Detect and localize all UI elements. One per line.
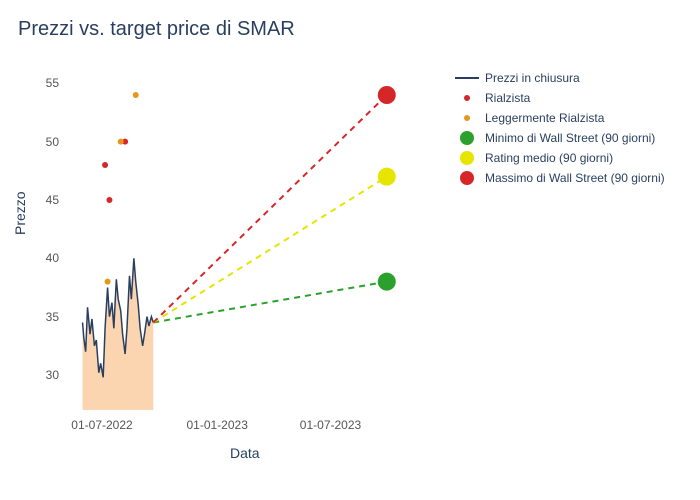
legend-swatch-dot bbox=[455, 131, 479, 145]
chart-container: Prezzi vs. target price di SMAR Prezzo D… bbox=[0, 0, 700, 500]
projection-marker-max bbox=[378, 86, 396, 104]
x-tick: 01-07-2023 bbox=[300, 418, 361, 432]
y-tick: 30 bbox=[46, 368, 59, 382]
analyst-point-legg_rialzista bbox=[118, 139, 124, 145]
plot-area bbox=[65, 60, 445, 410]
legend-item: Massimo di Wall Street (90 giorni) bbox=[455, 168, 665, 188]
legend-label: Rialzista bbox=[485, 91, 530, 105]
legend: Prezzi in chiusura Rialzista Leggermente R… bbox=[455, 68, 665, 188]
legend-swatch-dot bbox=[455, 151, 479, 165]
x-tick: 01-07-2022 bbox=[71, 418, 132, 432]
y-axis-label: Prezzo bbox=[12, 191, 28, 235]
y-tick: 40 bbox=[46, 251, 59, 265]
projection-marker-min bbox=[378, 273, 396, 291]
legend-swatch-dot bbox=[455, 95, 479, 101]
legend-item: Rating medio (90 giorni) bbox=[455, 148, 665, 168]
y-tick: 45 bbox=[46, 193, 59, 207]
legend-label: Minimo di Wall Street (90 giorni) bbox=[485, 131, 655, 145]
legend-item: Minimo di Wall Street (90 giorni) bbox=[455, 128, 665, 148]
x-axis-label: Data bbox=[230, 445, 260, 461]
y-tick: 55 bbox=[46, 76, 59, 90]
legend-swatch-dot bbox=[455, 171, 479, 185]
legend-item: Prezzi in chiusura bbox=[455, 68, 665, 88]
legend-swatch-line bbox=[455, 77, 479, 79]
legend-label: Prezzi in chiusura bbox=[485, 71, 580, 85]
analyst-point-legg_rialzista bbox=[105, 279, 111, 285]
y-tick: 35 bbox=[46, 310, 59, 324]
x-tick: 01-01-2023 bbox=[186, 418, 247, 432]
analyst-point-rialzista bbox=[106, 197, 112, 203]
legend-swatch-dot bbox=[455, 115, 479, 121]
legend-label: Leggermente Rialzista bbox=[485, 111, 604, 125]
projection-line-mean bbox=[153, 177, 387, 323]
chart-title: Prezzi vs. target price di SMAR bbox=[18, 18, 295, 41]
legend-label: Massimo di Wall Street (90 giorni) bbox=[485, 171, 665, 185]
analyst-point-rialzista bbox=[102, 162, 108, 168]
y-tick: 50 bbox=[46, 135, 59, 149]
projection-marker-mean bbox=[378, 168, 396, 186]
legend-item: Rialzista bbox=[455, 88, 665, 108]
legend-item: Leggermente Rialzista bbox=[455, 108, 665, 128]
legend-label: Rating medio (90 giorni) bbox=[485, 151, 613, 165]
analyst-point-legg_rialzista bbox=[133, 92, 139, 98]
